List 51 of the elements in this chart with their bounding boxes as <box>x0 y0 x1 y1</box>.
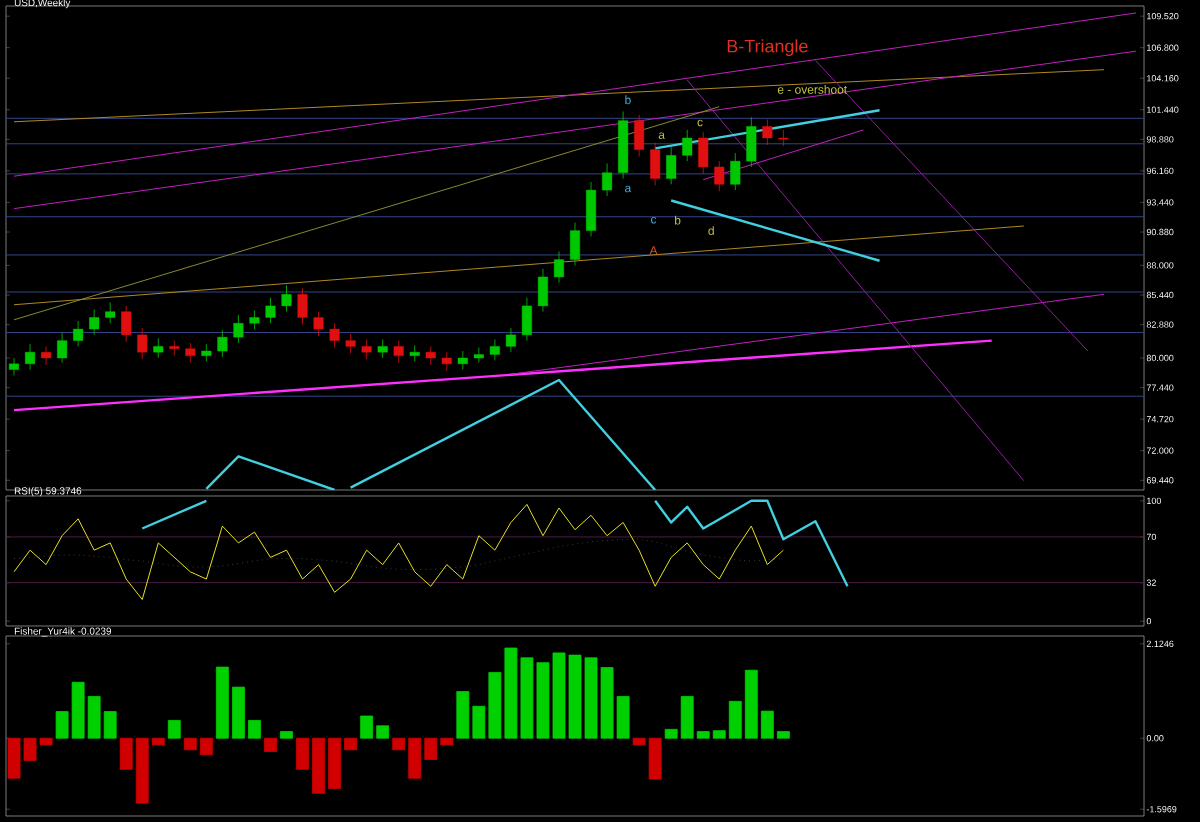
candlestick <box>586 181 597 237</box>
line-series <box>653 499 849 588</box>
candlestick <box>570 222 581 266</box>
bar <box>280 731 293 739</box>
candlestick <box>425 346 436 366</box>
candlestick <box>650 142 661 186</box>
candlestick <box>41 346 52 366</box>
candlestick <box>73 320 84 347</box>
candlestick <box>249 310 260 330</box>
candlestick <box>25 343 36 370</box>
candlestick <box>9 357 20 376</box>
candlestick <box>762 119 773 146</box>
candlestick <box>361 339 372 360</box>
candlestick <box>313 311 324 337</box>
candlestick <box>105 302 116 324</box>
candlestick <box>393 340 404 364</box>
bar <box>264 737 277 752</box>
candlestick <box>169 340 180 357</box>
candlestick <box>489 339 500 361</box>
candlestick <box>714 160 725 192</box>
candlestick <box>682 129 693 162</box>
candlestick <box>153 337 164 359</box>
bar <box>167 720 181 739</box>
candlestick <box>329 322 340 348</box>
candlestick <box>345 333 356 354</box>
candlestick <box>185 342 196 364</box>
candlestick <box>521 297 532 342</box>
candlestick <box>217 329 228 358</box>
candlestick <box>730 152 741 191</box>
candlestick <box>121 305 132 343</box>
candlestick <box>233 314 244 344</box>
candlestick <box>265 297 276 324</box>
candlestick <box>666 146 677 185</box>
candlestick <box>746 116 757 168</box>
candlestick <box>297 288 308 325</box>
candlestick <box>281 284 292 313</box>
candlestick <box>505 327 516 353</box>
candlestick <box>602 163 613 197</box>
candlestick <box>137 327 148 360</box>
candlestick <box>409 344 420 362</box>
annotation: B-Triangle <box>727 39 808 57</box>
candlestick <box>537 268 548 313</box>
candlestick <box>441 351 452 372</box>
candlestick <box>698 131 709 175</box>
candlestick <box>457 350 468 370</box>
candlestick <box>57 332 68 364</box>
candlestick <box>377 339 388 359</box>
candlestick <box>778 129 789 147</box>
candlestick <box>553 251 564 284</box>
candlestick <box>634 114 645 157</box>
candlestick <box>89 308 100 336</box>
